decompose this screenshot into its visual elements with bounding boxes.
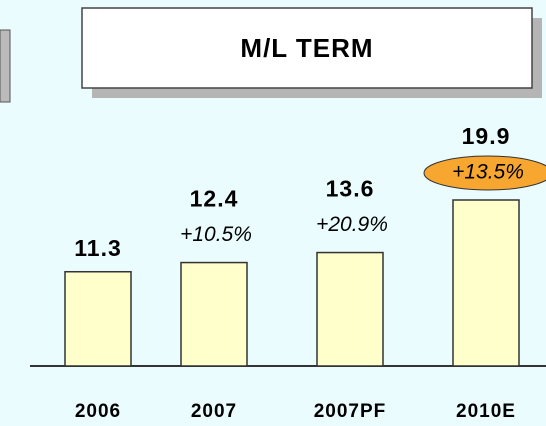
bar bbox=[316, 251, 384, 367]
bar bbox=[64, 270, 132, 367]
side-box bbox=[0, 29, 11, 103]
highlight bbox=[423, 155, 546, 191]
bar bbox=[180, 261, 248, 367]
chart-title: M/L TERM bbox=[240, 33, 373, 63]
value-label: 12.4 bbox=[190, 186, 239, 212]
title-box bbox=[81, 7, 533, 89]
x-tick-label: 2007 bbox=[191, 401, 237, 422]
growth-label: +20.9% bbox=[316, 213, 388, 236]
growth-label: +13.5% bbox=[452, 161, 524, 184]
value-label: 19.9 bbox=[462, 123, 511, 149]
x-tick-label: 2010E bbox=[456, 401, 516, 422]
value-label: 13.6 bbox=[326, 176, 375, 202]
x-tick-label: 2006 bbox=[75, 401, 121, 422]
growth-label: +10.5% bbox=[180, 223, 252, 246]
value-label: 11.3 bbox=[74, 235, 122, 261]
x-tick-label: 2007PF bbox=[314, 401, 387, 422]
bar bbox=[452, 199, 520, 367]
